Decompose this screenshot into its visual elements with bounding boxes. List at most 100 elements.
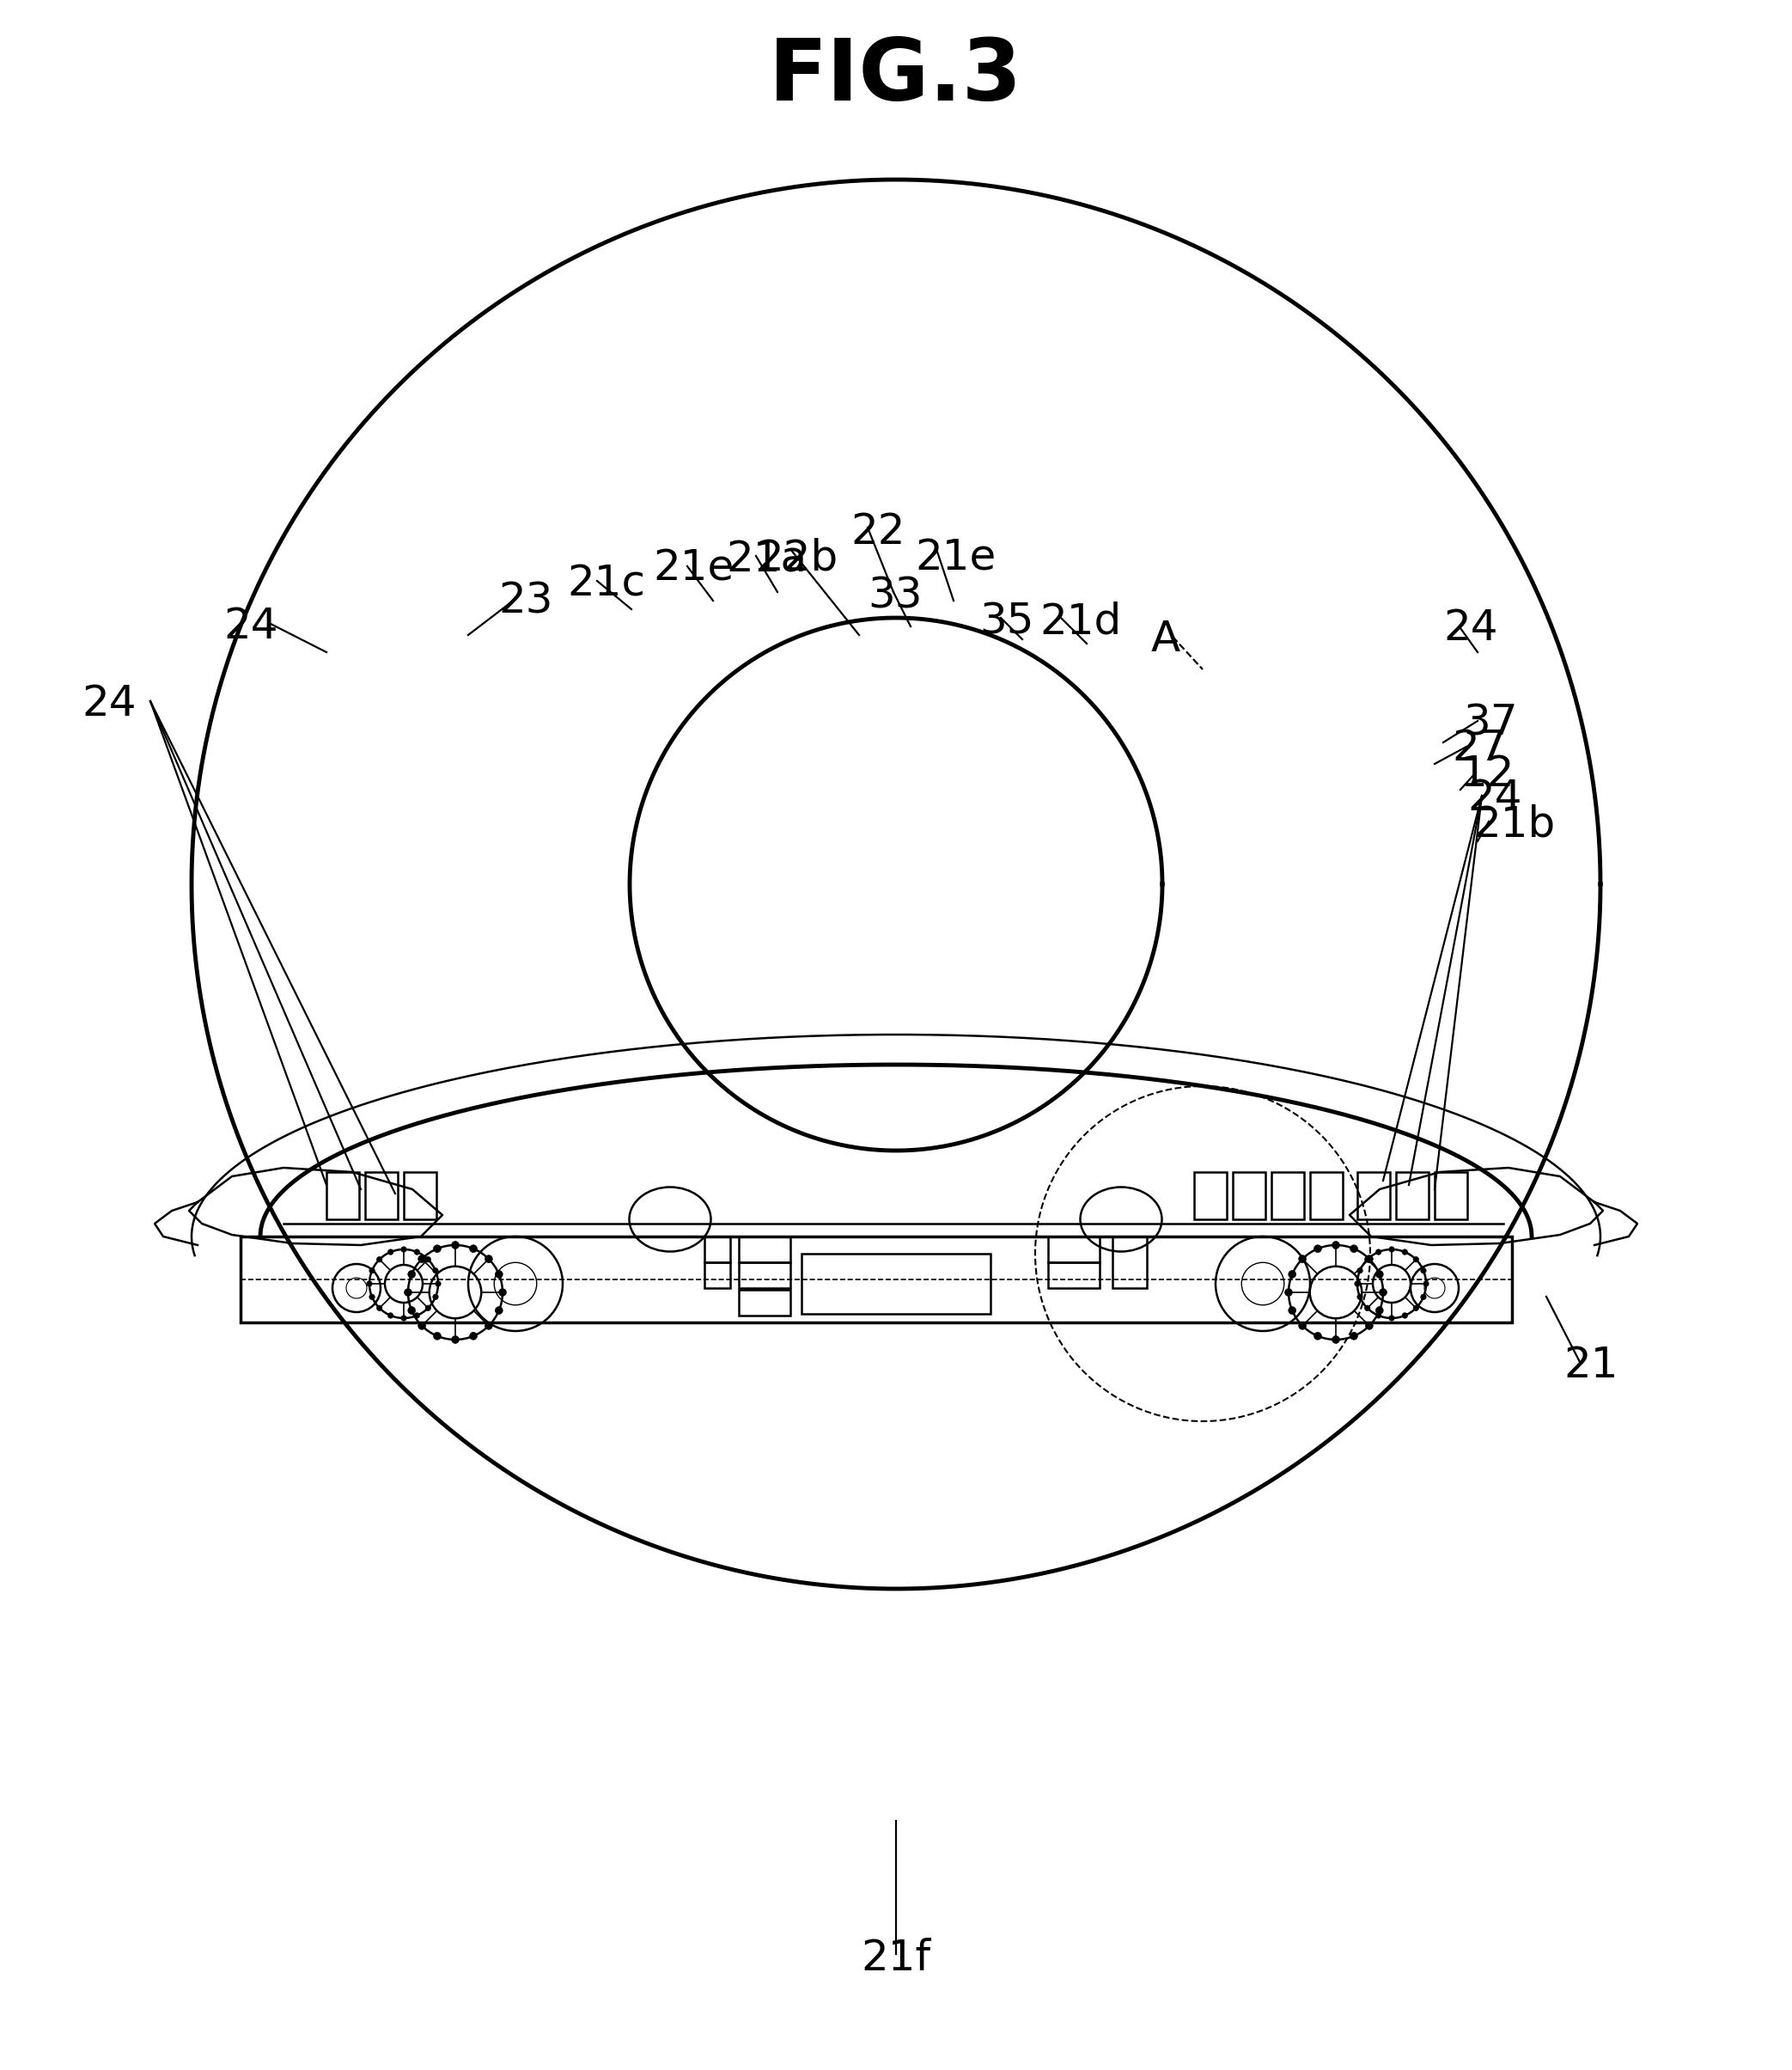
Circle shape bbox=[1389, 1246, 1394, 1252]
Circle shape bbox=[1299, 1254, 1306, 1263]
Text: 37: 37 bbox=[1462, 702, 1518, 743]
Circle shape bbox=[498, 1288, 507, 1296]
Bar bbox=[738, 1290, 790, 1317]
Text: 22b: 22b bbox=[756, 536, 839, 578]
Circle shape bbox=[470, 1333, 477, 1339]
Circle shape bbox=[409, 1306, 416, 1314]
Text: 24: 24 bbox=[224, 607, 278, 648]
Circle shape bbox=[1376, 1312, 1382, 1319]
Circle shape bbox=[434, 1244, 441, 1252]
Circle shape bbox=[387, 1312, 394, 1319]
Circle shape bbox=[1423, 1281, 1428, 1288]
Text: 21: 21 bbox=[1563, 1346, 1618, 1387]
Circle shape bbox=[1349, 1244, 1358, 1252]
Bar bbox=[1113, 1236, 1147, 1288]
Text: 33: 33 bbox=[867, 575, 923, 617]
Circle shape bbox=[1314, 1333, 1321, 1339]
Circle shape bbox=[1357, 1294, 1362, 1300]
Text: 24: 24 bbox=[1443, 607, 1498, 648]
Bar bbox=[738, 1263, 790, 1288]
Text: 21c: 21c bbox=[566, 563, 645, 604]
Circle shape bbox=[376, 1256, 382, 1263]
Text: 27: 27 bbox=[1452, 729, 1507, 770]
Circle shape bbox=[1355, 1281, 1360, 1288]
Circle shape bbox=[486, 1254, 493, 1263]
Bar bbox=[801, 1254, 991, 1314]
Bar bbox=[366, 1172, 398, 1219]
Bar bbox=[1048, 1236, 1100, 1263]
Circle shape bbox=[1366, 1256, 1371, 1263]
Bar bbox=[403, 1172, 437, 1219]
Circle shape bbox=[387, 1250, 394, 1254]
Circle shape bbox=[1285, 1288, 1292, 1296]
Circle shape bbox=[369, 1267, 375, 1273]
Bar bbox=[704, 1236, 729, 1263]
Text: 21d: 21d bbox=[1039, 602, 1122, 644]
Circle shape bbox=[434, 1333, 441, 1339]
Circle shape bbox=[1366, 1323, 1373, 1329]
Circle shape bbox=[401, 1246, 407, 1252]
Circle shape bbox=[1376, 1250, 1382, 1254]
Text: 24: 24 bbox=[82, 683, 136, 724]
Text: 21e: 21e bbox=[652, 546, 735, 588]
Circle shape bbox=[1331, 1335, 1340, 1343]
Text: 22: 22 bbox=[851, 511, 905, 553]
Bar bbox=[1048, 1263, 1100, 1288]
Circle shape bbox=[1288, 1271, 1296, 1277]
Circle shape bbox=[425, 1306, 430, 1310]
Circle shape bbox=[1314, 1244, 1321, 1252]
Circle shape bbox=[435, 1281, 441, 1288]
Circle shape bbox=[1349, 1333, 1358, 1339]
Text: 21e: 21e bbox=[916, 536, 996, 578]
Circle shape bbox=[432, 1267, 439, 1273]
Bar bbox=[1233, 1172, 1265, 1219]
Text: FIG.3: FIG.3 bbox=[769, 35, 1023, 118]
Bar bbox=[1396, 1172, 1428, 1219]
Circle shape bbox=[418, 1323, 426, 1329]
Circle shape bbox=[1299, 1323, 1306, 1329]
Text: 21a: 21a bbox=[726, 538, 806, 580]
Circle shape bbox=[1366, 1306, 1371, 1310]
Circle shape bbox=[1401, 1250, 1407, 1254]
Circle shape bbox=[1366, 1254, 1373, 1263]
Text: 21b: 21b bbox=[1473, 803, 1555, 845]
Circle shape bbox=[432, 1294, 439, 1300]
Bar bbox=[326, 1172, 358, 1219]
Bar bbox=[1271, 1172, 1305, 1219]
Circle shape bbox=[1376, 1271, 1383, 1277]
Bar bbox=[1310, 1172, 1342, 1219]
Text: 35: 35 bbox=[980, 602, 1034, 644]
Circle shape bbox=[1421, 1294, 1426, 1300]
Circle shape bbox=[495, 1271, 504, 1277]
Text: A: A bbox=[1150, 619, 1181, 660]
Text: 12: 12 bbox=[1460, 753, 1514, 795]
Circle shape bbox=[414, 1312, 419, 1319]
Circle shape bbox=[452, 1335, 459, 1343]
Text: 21f: 21f bbox=[862, 1938, 930, 1979]
Circle shape bbox=[1389, 1314, 1394, 1321]
Circle shape bbox=[367, 1281, 373, 1288]
Circle shape bbox=[1357, 1267, 1362, 1273]
Text: 24: 24 bbox=[1468, 778, 1521, 820]
Circle shape bbox=[1380, 1288, 1387, 1296]
Circle shape bbox=[401, 1314, 407, 1321]
Circle shape bbox=[418, 1254, 426, 1263]
Circle shape bbox=[1401, 1312, 1407, 1319]
Circle shape bbox=[1376, 1306, 1383, 1314]
Bar bbox=[1357, 1172, 1391, 1219]
Circle shape bbox=[486, 1323, 493, 1329]
Circle shape bbox=[1414, 1256, 1419, 1263]
Circle shape bbox=[1414, 1306, 1419, 1310]
Bar bbox=[738, 1236, 790, 1263]
Circle shape bbox=[470, 1244, 477, 1252]
Text: 23: 23 bbox=[498, 580, 552, 621]
Circle shape bbox=[405, 1288, 412, 1296]
Circle shape bbox=[1421, 1267, 1426, 1273]
Circle shape bbox=[414, 1250, 419, 1254]
Bar bbox=[240, 1236, 1512, 1323]
Bar bbox=[1193, 1172, 1228, 1219]
Circle shape bbox=[1331, 1242, 1340, 1248]
Circle shape bbox=[425, 1256, 430, 1263]
Bar bbox=[704, 1263, 729, 1288]
Bar bbox=[1435, 1172, 1468, 1219]
